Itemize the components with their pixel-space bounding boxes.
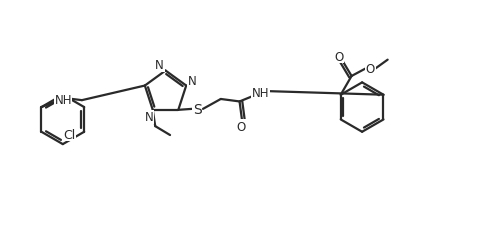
Text: O: O — [334, 50, 343, 63]
Text: Cl: Cl — [63, 128, 75, 141]
Text: O: O — [366, 63, 375, 76]
Text: NH: NH — [252, 86, 269, 99]
Text: N: N — [145, 111, 154, 124]
Text: N: N — [155, 59, 164, 72]
Text: NH: NH — [54, 93, 72, 106]
Text: S: S — [193, 102, 202, 116]
Text: N: N — [188, 75, 197, 88]
Text: O: O — [236, 120, 245, 133]
